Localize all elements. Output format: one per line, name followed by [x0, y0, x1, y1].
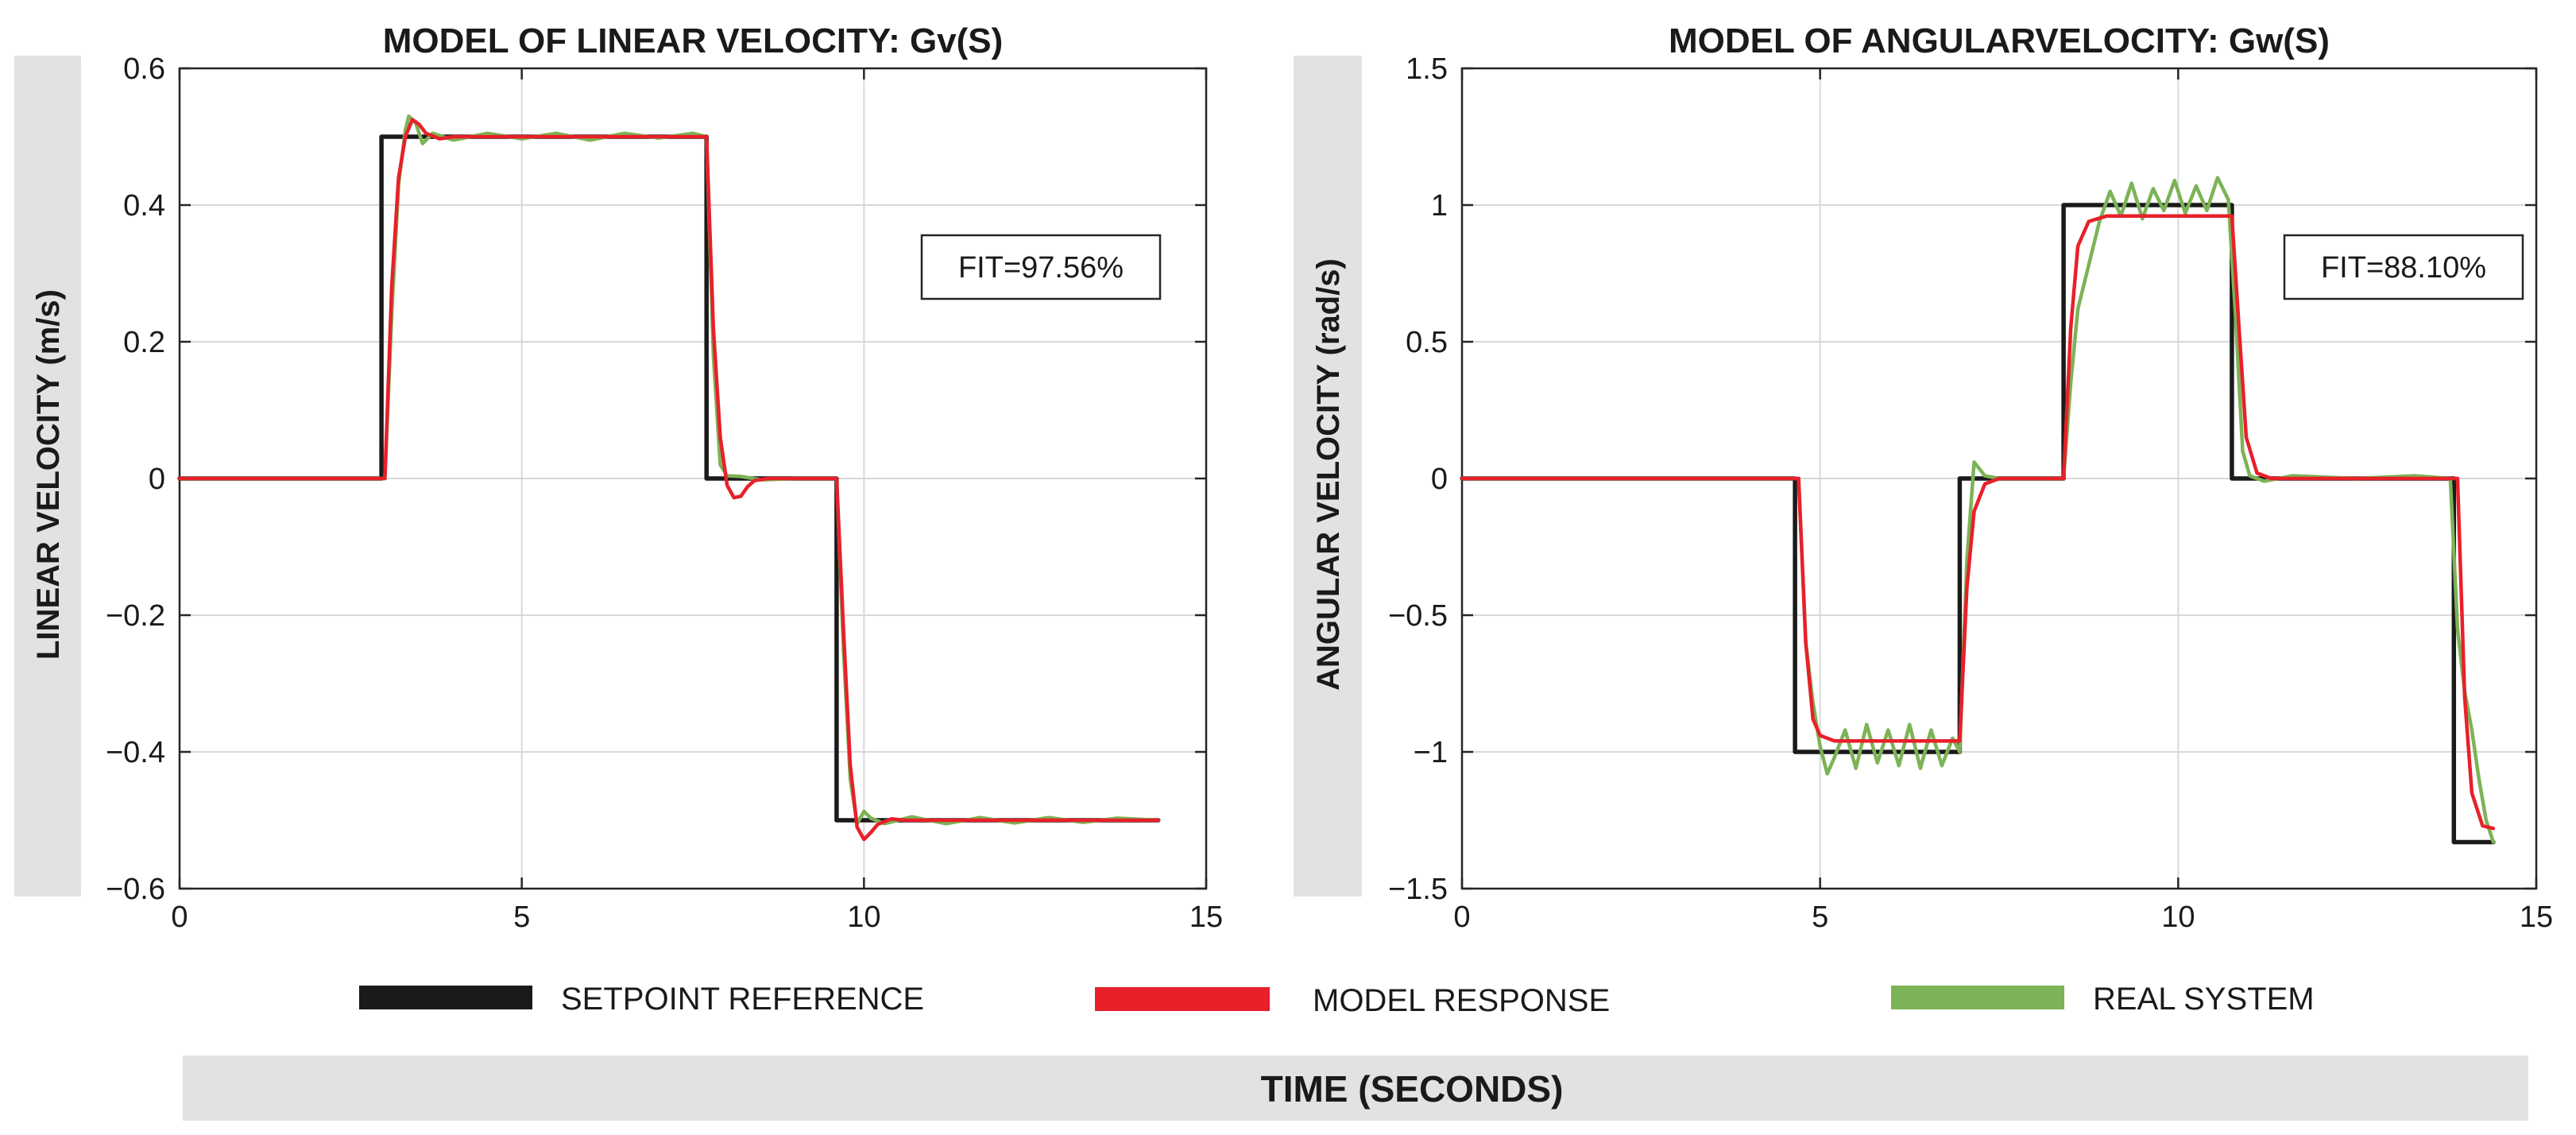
shared-xlabel: TIME (SECONDS) — [1261, 1068, 1564, 1110]
angular-ytick-label: −1.5 — [1388, 873, 1448, 906]
linear-ytick-label: −0.2 — [106, 599, 165, 633]
linear-ytick-label: −0.6 — [106, 873, 165, 906]
legend-swatch-real — [1891, 986, 2064, 1009]
linear-fit-box — [920, 234, 1162, 300]
left-chart-title: MODEL OF LINEAR VELOCITY: Gv(S) — [383, 21, 1004, 60]
linear-ytick-label: 0.6 — [123, 52, 165, 86]
linear-ytick-label: 0.2 — [123, 326, 165, 359]
angular-ytick-label: 1 — [1431, 189, 1448, 223]
angular-series-setpoint — [1460, 203, 2496, 845]
left-ylabel-band — [14, 56, 81, 897]
linear-velocity-chart: 0 5 10 15 −0.6 −0.4 −0.2 0 0.2 0.4 0.6 FIT=97.56% — [106, 52, 1223, 934]
linear-ytick-label: 0 — [149, 463, 165, 496]
angular-ytick-label: −0.5 — [1388, 599, 1448, 633]
angular-xtick-label: 5 — [1812, 901, 1828, 934]
linear-series-real — [177, 114, 1160, 826]
linear-ytick-label: −0.4 — [106, 736, 165, 769]
linear-ytick-label: 0.4 — [123, 189, 165, 223]
angular-fit-box — [2283, 234, 2524, 300]
angular-ytick-label: −1 — [1414, 736, 1448, 769]
angular-ytick-label: 0.5 — [1406, 326, 1448, 359]
legend-label-real: REAL SYSTEM — [2093, 982, 2315, 1017]
legend: SETPOINT REFERENCE MODEL RESPONSE REAL S… — [359, 982, 2315, 1018]
linear-series-model — [177, 118, 1160, 842]
linear-xtick-label: 0 — [171, 901, 188, 934]
angular-fit-annotation: FIT=88.10% — [2321, 251, 2486, 285]
legend-swatch-model — [1095, 987, 1270, 1011]
linear-series-setpoint — [177, 134, 1161, 823]
angular-xtick-label: 10 — [2161, 901, 2195, 934]
linear-fit-annotation: FIT=97.56% — [958, 251, 1124, 285]
angular-series-real — [1460, 176, 2496, 844]
left-ylabel: LINEAR VELOCITY (m/s) — [31, 289, 66, 660]
right-chart-title: MODEL OF ANGULARVELOCITY: Gw(S) — [1669, 21, 2330, 60]
angular-xtick-label: 0 — [1453, 901, 1470, 934]
angular-ytick-label: 0 — [1431, 463, 1448, 496]
linear-xtick-label: 15 — [1189, 901, 1223, 934]
linear-xtick-label: 5 — [513, 901, 530, 934]
right-ylabel: ANGULAR VELOCITY (rad/s) — [1311, 258, 1346, 691]
right-ylabel-band — [1294, 56, 1362, 897]
legend-label-setpoint: SETPOINT REFERENCE — [561, 982, 924, 1017]
xlabel-band — [183, 1056, 2528, 1121]
linear-xtick-label: 10 — [847, 901, 880, 934]
angular-series-model — [1460, 214, 2496, 831]
legend-label-model: MODEL RESPONSE — [1313, 983, 1610, 1018]
angular-xtick-label: 15 — [2520, 901, 2553, 934]
angular-velocity-chart: 0 5 10 15 −1.5 −1 −0.5 0 0.5 1 1.5 FIT=88.10% — [1388, 52, 2553, 934]
legend-swatch-setpoint — [359, 986, 532, 1009]
angular-ytick-label: 1.5 — [1406, 52, 1448, 86]
